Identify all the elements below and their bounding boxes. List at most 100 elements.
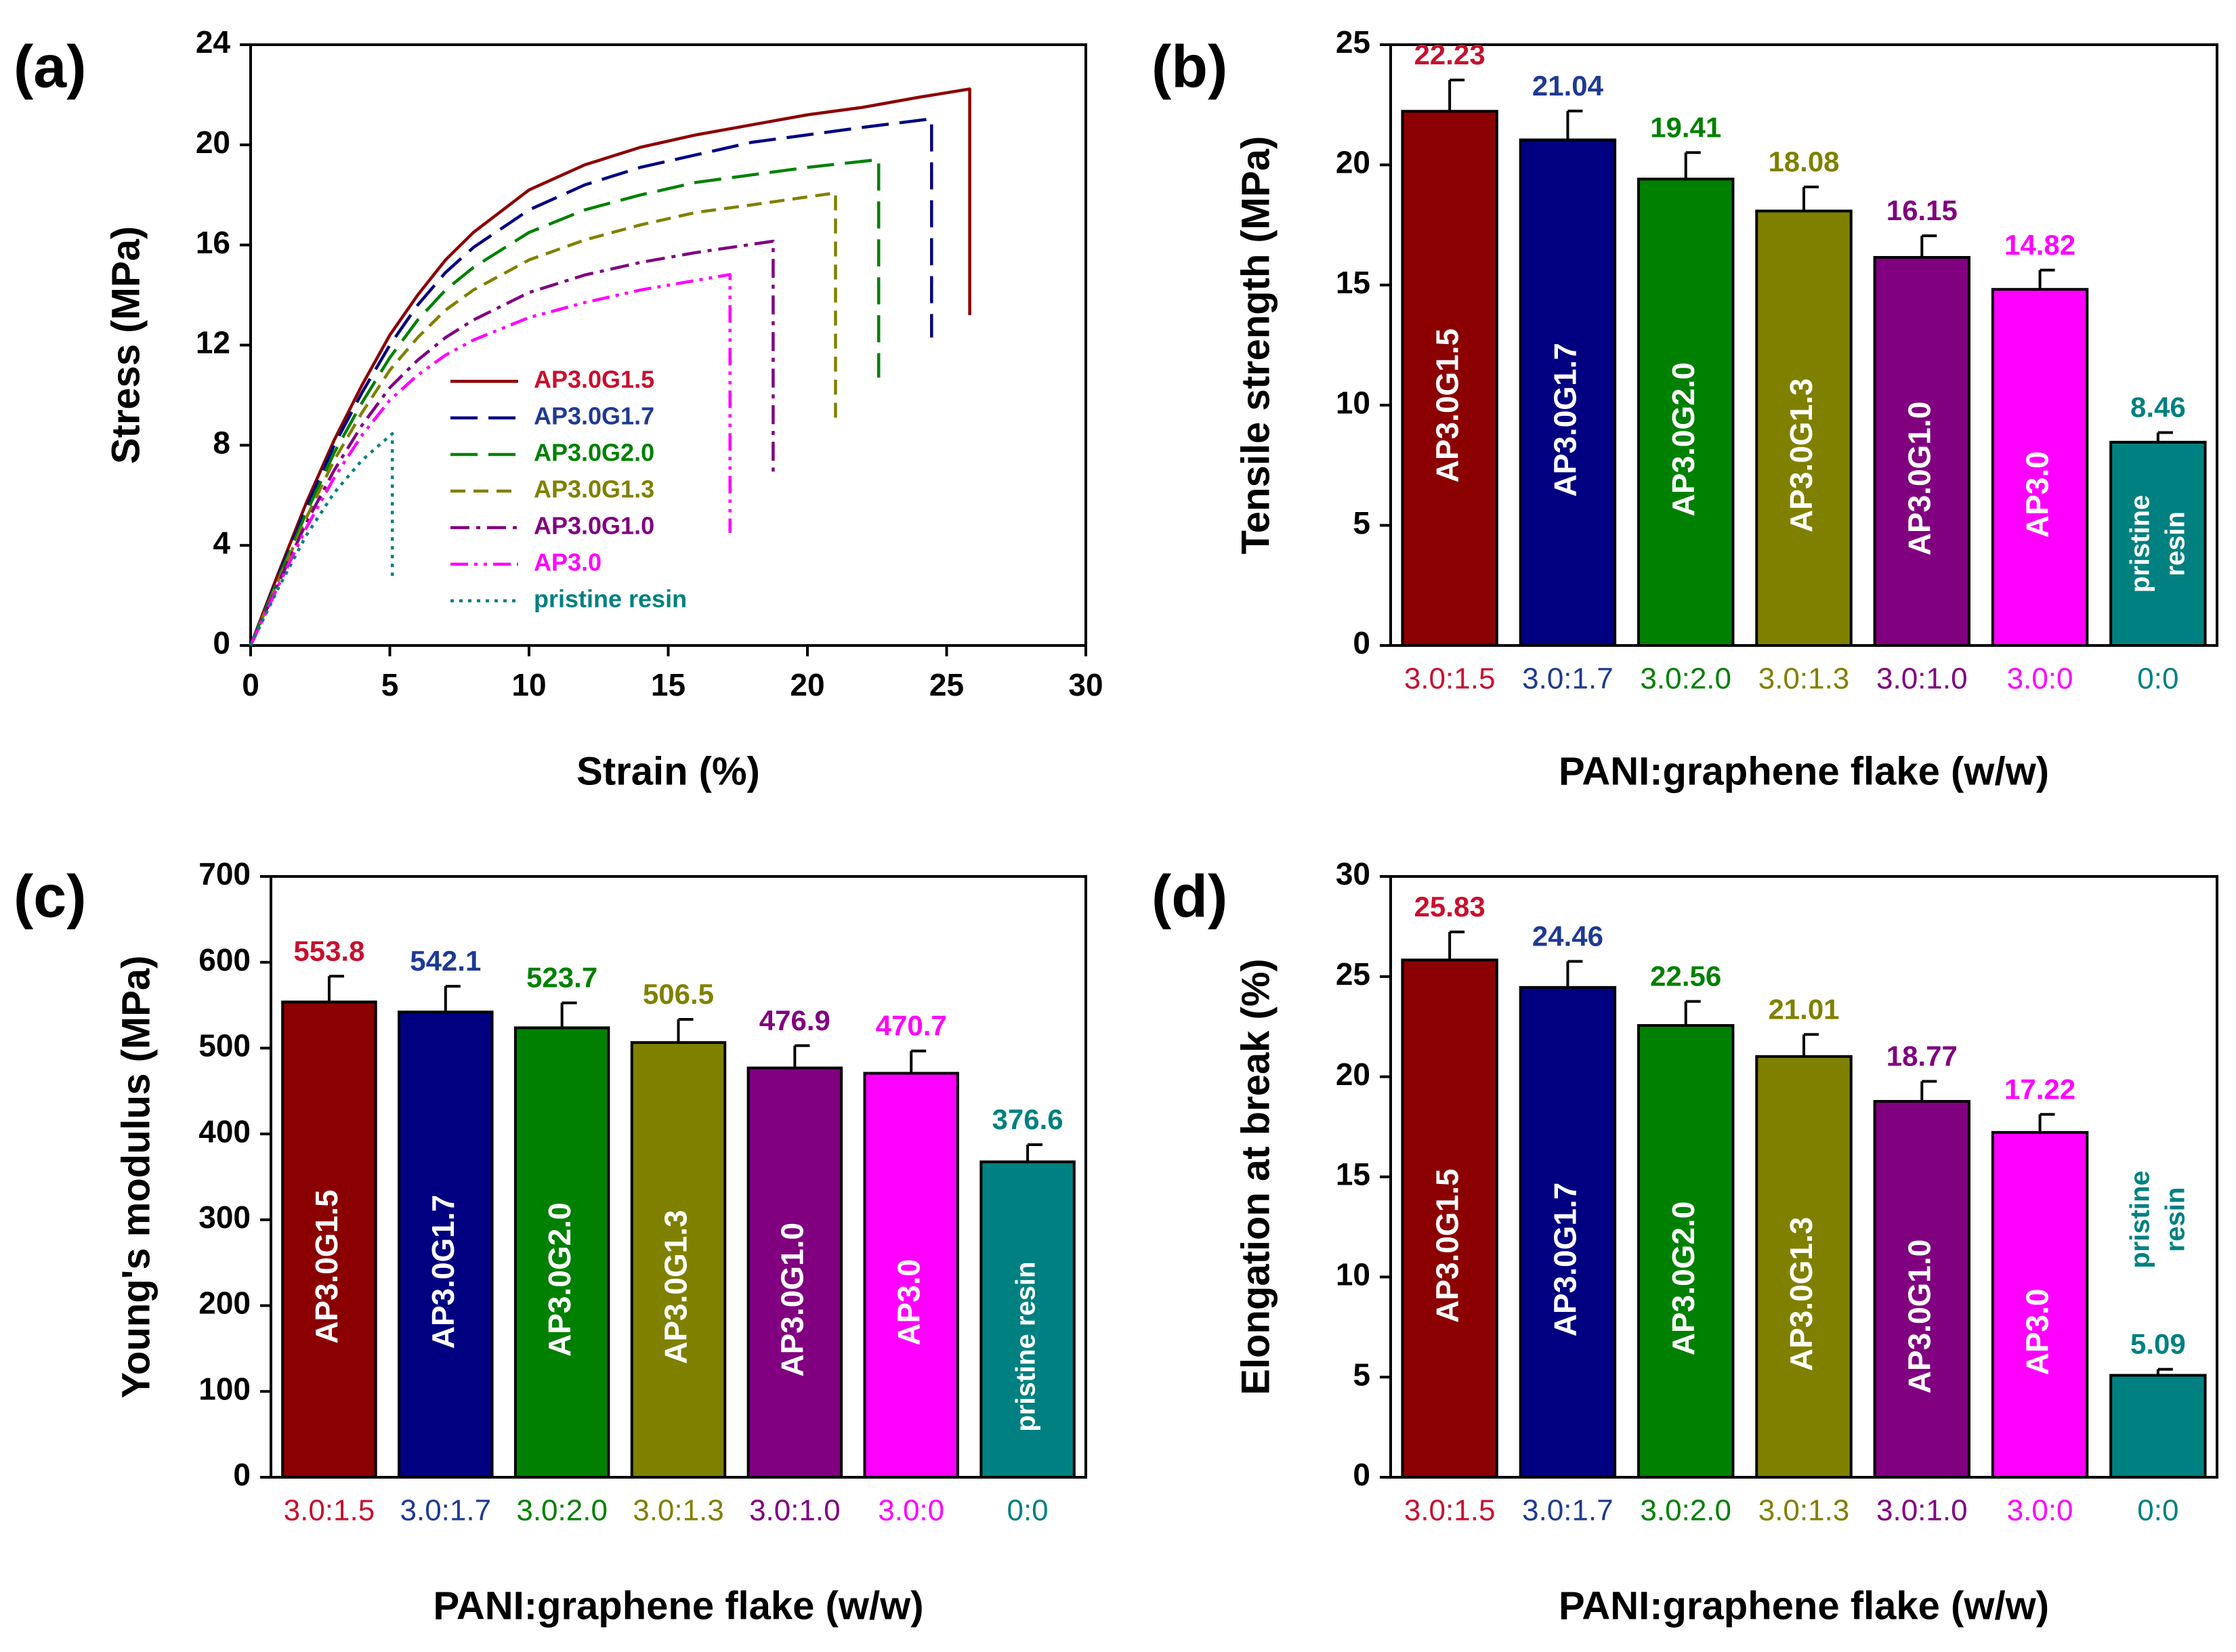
y-tick-label: 500 [198,1028,251,1063]
y-tick-label: 25 [1336,24,1370,60]
x-tick-label: 3.0:1.7 [1522,1494,1613,1527]
panel-d-elongation: (d) 0 5 10 15 20 25 30 Elongation at break (%) 25… [1152,856,2218,1628]
x-tick-label: 3.0:1.7 [1522,662,1613,696]
bar-sample-label: AP3.0 [2020,1289,2055,1376]
y-axis-label: Elongation at break (%) [1233,958,1278,1395]
bar-pristine [979,1160,1076,1479]
x-axis-label: PANI:graphene flake (w/w) [1559,749,2049,793]
panel-b-tensile-strength: (b) 0 5 10 15 20 25 Tensile strength (MPa) 22.23… [1152,24,2218,793]
x-tick-label: 3.0:1.3 [633,1494,724,1527]
x-tick-label: 3.0:2.0 [1640,662,1731,696]
x-tick-label: 3.0:1.3 [1758,1494,1850,1527]
bar-ap30g13 [630,1041,727,1479]
y-tick-label: 25 [1336,956,1370,992]
x-tick-label: 3.0:0 [878,1494,944,1527]
y-tick-label: 0 [1353,1457,1370,1492]
y-tick-label: 16 [196,225,230,260]
bar-ap30 [1991,288,2089,647]
bar-ap30g20 [1637,177,1735,647]
x-tick-label: 3.0:1.5 [1404,662,1496,696]
y-tick-label: 30 [1336,856,1370,891]
series-line-ap30g13 [249,191,837,646]
bar-sample-label: resin [2160,1187,2190,1252]
value-label: 470.7 [876,1010,947,1042]
x-tick-label: 0:0 [2137,662,2178,696]
bar-ap30g15 [1401,958,1498,1479]
series-line-ap30g20 [249,158,881,646]
bar-sample-label: AP3.0G1.7 [1548,343,1583,497]
y-tick-label: 8 [213,425,230,460]
x-tick-label: 15 [651,667,685,702]
y-tick-label: 100 [198,1371,251,1406]
value-label: 21.04 [1532,70,1604,102]
bar-ap30g10 [1873,255,1971,647]
series-line-ap30g17 [249,117,933,646]
series-line-ap30g15 [249,87,971,646]
bar-ap30g17 [1519,138,1617,647]
y-tick-label: 0 [1353,625,1370,660]
panel-label: (d) [1152,862,1227,929]
bar-sample-label: AP3.0G2.0 [1666,1202,1701,1356]
x-tick-label: 25 [929,667,964,702]
panel-label: (a) [14,33,87,100]
series-line-ap30g10 [249,239,775,646]
x-tick-label: 0:0 [2137,1494,2178,1527]
bar-sample-label: AP3.0G1.3 [1784,1217,1819,1372]
y-tick-label: 24 [196,24,231,60]
x-tick-label: 3.0:1.0 [1876,662,1968,696]
y-axis-label: Tensile strength (MPa) [1233,136,1278,555]
panel-label: (b) [1152,33,1227,100]
legend-label: AP3.0G1.0 [534,512,654,540]
x-tick-label: 3.0:1.7 [400,1494,492,1527]
bar-sample-label: pristine [2125,495,2155,593]
y-tick-label: 20 [196,125,230,160]
value-label: 18.77 [1886,1040,1958,1072]
legend-label: AP3.0G1.7 [534,402,654,430]
y-tick-label: 20 [1336,145,1370,180]
legend-label: pristine resin [534,585,687,613]
value-label: 506.5 [643,978,714,1010]
bar-sample-label: resin [2160,511,2190,576]
bar-sample-label: AP3.0G1.0 [1901,1240,1937,1394]
bar-sample-label: AP3.0G2.0 [542,1202,577,1357]
y-tick-label: 0 [213,625,230,660]
x-tick-label: 20 [790,667,824,702]
value-label: 553.8 [293,935,364,967]
legend-label: AP3.0 [534,549,602,576]
bar-sample-label: AP3.0G1.5 [1429,329,1464,483]
y-tick-label: 0 [233,1457,251,1492]
x-tick-label: 5 [381,667,399,702]
bar-pristine [2109,1374,2207,1479]
bar-sample-label: pristine [2125,1170,2155,1268]
plot-frame [249,43,1087,647]
panel-a-stress-strain: (a) 0 5 10 15 20 25 30 Strain (%) 0 4 8 12 16 20 24 Stre… [14,24,1103,793]
bar-ap30g13 [1755,1055,1853,1479]
x-axis-label: PANI:graphene flake (w/w) [1559,1584,2049,1628]
bar-ap30g13 [1755,209,1853,647]
x-axis-label: Strain (%) [576,749,760,793]
y-tick-label: 400 [198,1114,251,1149]
y-tick-label: 5 [1353,505,1370,541]
panel-label: (c) [14,862,87,929]
value-label: 5.09 [2130,1328,2186,1360]
y-tick-label: 700 [198,856,251,891]
bar-sample-label: AP3.0G1.0 [775,1223,810,1377]
x-tick-label: 3.0:1.0 [1876,1494,1968,1527]
x-tick-label: 3.0:0 [2007,1494,2073,1527]
value-label: 523.7 [526,962,597,994]
value-label: 542.1 [410,945,481,977]
value-label: 18.08 [1768,146,1839,177]
value-label: 14.82 [2004,229,2075,261]
bar-sample-label: AP3.0G1.3 [658,1210,694,1364]
legend-label: AP3.0G1.3 [534,475,654,503]
value-label: 17.22 [2004,1073,2075,1105]
series-line-ap30 [249,273,732,646]
bar-ap30g17 [1519,986,1617,1479]
value-label: 8.46 [2130,391,2186,423]
bar-sample-label: AP3.0G1.3 [1784,378,1819,532]
y-tick-label: 20 [1336,1057,1370,1092]
value-label: 22.56 [1650,960,1721,992]
legend-label: AP3.0G2.0 [534,439,654,467]
value-label: 22.23 [1414,39,1485,70]
bar-sample-label: AP3.0G1.7 [425,1195,461,1349]
